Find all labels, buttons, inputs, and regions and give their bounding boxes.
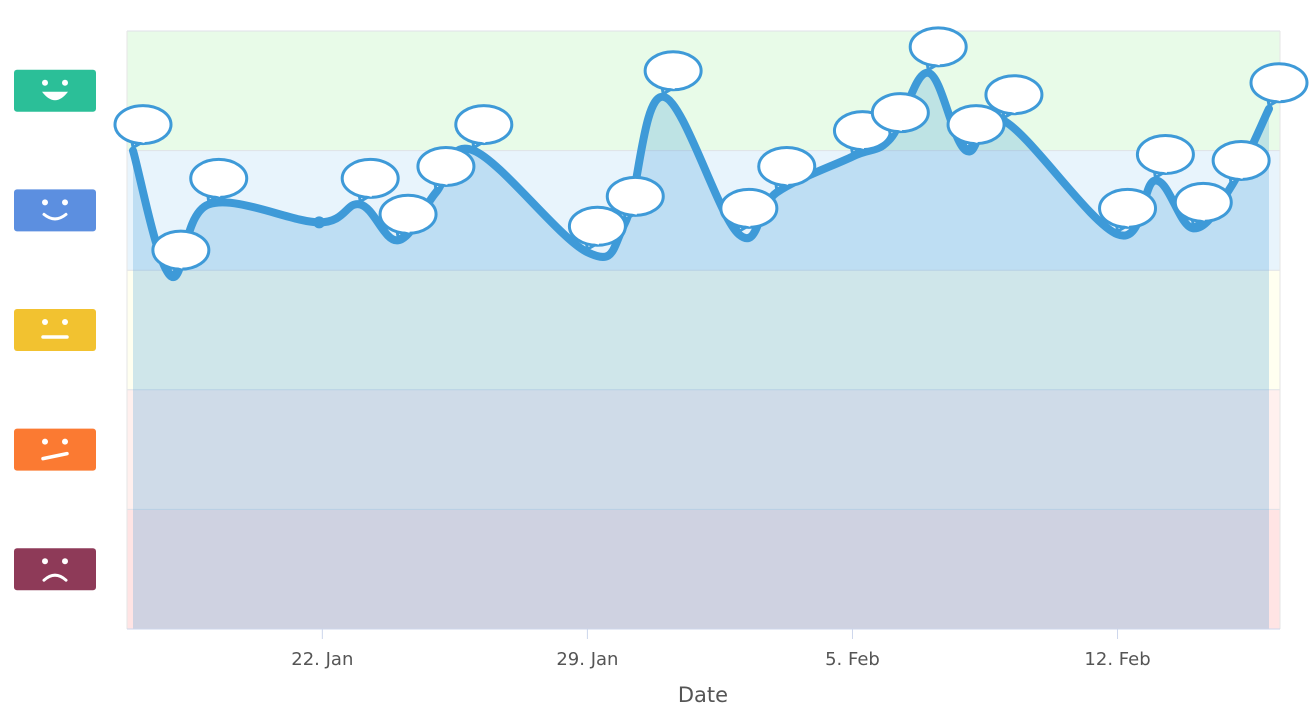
note-markers	[113, 26, 1309, 275]
note-bubble-icon[interactable]	[1135, 134, 1195, 179]
note-bubble-icon[interactable]	[151, 229, 211, 275]
note-bubble-icon[interactable]	[189, 157, 249, 203]
note-bubble-icon[interactable]	[1173, 181, 1233, 227]
frown-icon	[14, 548, 96, 591]
note-bubble-icon[interactable]	[378, 193, 438, 239]
x-axis-title: Date	[678, 683, 728, 707]
mood-icons	[14, 69, 96, 591]
band-great	[127, 31, 1280, 151]
note-bubble-icon[interactable]	[113, 104, 173, 150]
note-bubble-icon[interactable]	[643, 50, 703, 96]
note-bubble-icon[interactable]	[605, 175, 665, 221]
note-bubble-icon[interactable]	[870, 92, 930, 138]
note-bubble-icon[interactable]	[757, 145, 817, 191]
note-bubble-icon[interactable]	[984, 74, 1044, 120]
smile-icon	[14, 189, 96, 232]
note-bubble-icon[interactable]	[340, 157, 400, 203]
skeptical-face-icon	[14, 428, 96, 471]
x-tick-label: 5. Feb	[825, 649, 880, 670]
note-bubble-icon[interactable]	[946, 104, 1006, 150]
x-tick-label: 22. Jan	[291, 649, 353, 670]
x-tick-label: 12. Feb	[1084, 649, 1150, 670]
x-axis: 22. Jan 29. Jan 5. Feb 12. Feb	[127, 628, 1280, 670]
series-area	[133, 72, 1269, 629]
x-tick-label: 29. Jan	[556, 649, 618, 670]
note-bubble-icon[interactable]	[1098, 187, 1158, 233]
neutral-face-icon	[14, 309, 96, 351]
band-meh	[127, 270, 1280, 390]
note-bubble-icon[interactable]	[1249, 62, 1309, 108]
note-bubble-icon[interactable]	[1211, 139, 1271, 185]
band-awful	[127, 509, 1280, 629]
note-bubble-icon[interactable]	[454, 104, 514, 150]
big-smile-icon	[14, 69, 96, 112]
band-bad	[127, 389, 1280, 510]
note-bubble-icon[interactable]	[908, 26, 968, 72]
note-bubble-icon[interactable]	[567, 205, 627, 251]
note-bubble-icon[interactable]	[719, 187, 779, 233]
note-bubble-icon[interactable]	[416, 145, 476, 191]
data-point[interactable]	[313, 216, 326, 229]
